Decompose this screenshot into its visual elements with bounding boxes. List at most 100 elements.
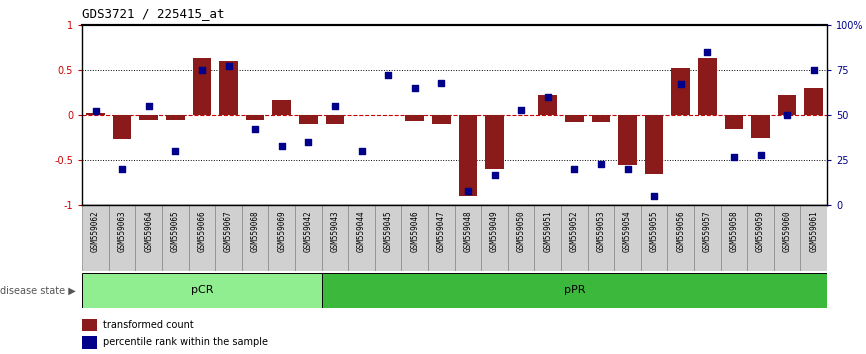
Text: GSM559051: GSM559051 [543,211,553,252]
Bar [565,115,584,122]
Point [381,73,395,78]
Bar [162,205,189,271]
Bar [507,205,534,271]
Text: pPR: pPR [564,285,585,295]
Bar [216,205,242,271]
Bar [778,95,797,115]
Text: GSM559056: GSM559056 [676,211,685,252]
Text: GSM559043: GSM559043 [331,211,339,252]
Text: GSM559061: GSM559061 [809,211,818,252]
Bar [671,68,690,115]
Bar [166,115,184,120]
Bar [348,205,375,271]
Point [435,80,449,85]
Text: GSM559055: GSM559055 [650,211,659,252]
Text: GSM559053: GSM559053 [597,211,605,252]
Point [540,94,554,100]
Bar [219,61,238,115]
Bar [405,115,424,121]
Text: GSM559066: GSM559066 [197,211,206,252]
Bar [751,115,770,138]
Bar [481,205,507,271]
Point [195,67,209,73]
Point [488,172,501,177]
Bar [273,100,291,115]
Text: GSM559045: GSM559045 [384,211,392,252]
Bar [139,115,158,120]
Point [354,148,368,154]
Bar [375,205,402,271]
Bar [295,205,321,271]
Point [461,188,475,194]
Bar [668,205,694,271]
Text: GSM559054: GSM559054 [623,211,632,252]
Bar [402,205,428,271]
Point [621,166,635,172]
Bar [721,205,747,271]
Text: GSM559064: GSM559064 [145,211,153,252]
Text: GSM559047: GSM559047 [436,211,446,252]
Point [301,139,315,145]
Point [594,161,608,167]
Bar [82,319,97,331]
Bar [246,115,264,120]
Text: GSM559048: GSM559048 [463,211,473,252]
Text: GSM559052: GSM559052 [570,211,578,252]
Bar [321,273,827,308]
Bar [432,115,450,124]
Bar [268,205,295,271]
Bar [192,58,211,115]
Bar [774,205,800,271]
Bar [428,205,455,271]
Text: GSM559058: GSM559058 [729,211,739,252]
Point [753,152,767,158]
Bar [326,115,345,124]
Point [727,154,740,159]
Text: GSM559046: GSM559046 [410,211,419,252]
Text: GSM559059: GSM559059 [756,211,765,252]
Bar [299,115,318,124]
Text: GSM559060: GSM559060 [783,211,792,252]
Text: pCR: pCR [191,285,213,295]
Text: GSM559069: GSM559069 [277,211,287,252]
Point [142,103,156,109]
Bar [82,336,97,349]
Point [567,166,581,172]
Point [222,63,236,69]
Bar [485,115,504,169]
Bar [87,113,105,115]
Bar [645,115,663,174]
Text: GDS3721 / 225415_at: GDS3721 / 225415_at [82,7,225,20]
Bar [455,205,481,271]
Text: percentile rank within the sample: percentile rank within the sample [103,337,268,347]
Bar [694,205,721,271]
Text: GSM559067: GSM559067 [224,211,233,252]
Point [408,85,422,91]
Point [249,127,262,132]
Bar [109,205,135,271]
Bar [534,205,561,271]
Text: GSM559065: GSM559065 [171,211,180,252]
Point [328,103,342,109]
Point [514,107,528,113]
Bar [747,205,774,271]
Text: transformed count: transformed count [103,320,194,330]
Text: GSM559044: GSM559044 [357,211,366,252]
Text: GSM559063: GSM559063 [118,211,126,252]
Bar [800,205,827,271]
Bar [242,205,268,271]
Point [647,193,661,199]
Point [780,112,794,118]
Text: GSM559057: GSM559057 [703,211,712,252]
Bar [588,205,614,271]
Point [674,81,688,87]
Bar [82,205,109,271]
Bar [618,115,637,165]
Bar [698,58,717,115]
Bar [189,205,216,271]
Bar [135,205,162,271]
Bar [561,205,588,271]
Bar [459,115,477,196]
Point [88,109,102,114]
Text: GSM559050: GSM559050 [517,211,526,252]
